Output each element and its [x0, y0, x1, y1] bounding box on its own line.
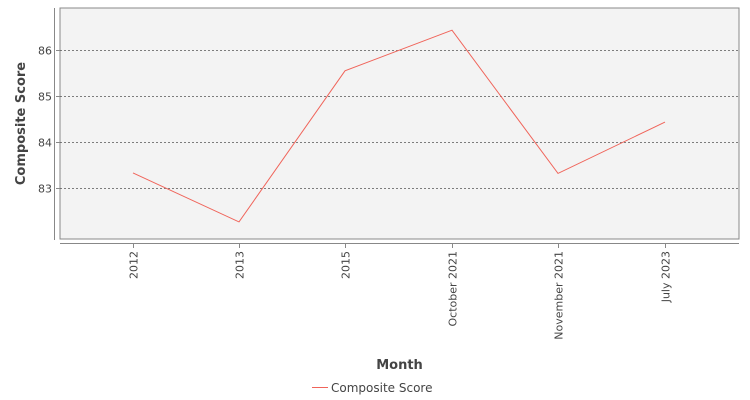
y-axis-title: Composite Score — [14, 62, 29, 185]
series-line — [132, 29, 666, 223]
x-tick-label: October 2021 — [447, 251, 460, 327]
plot-area — [59, 7, 740, 240]
x-axis: 2012 2013 2015 October 2021 November 2021 Jul… — [60, 243, 739, 340]
gridlines — [60, 50, 739, 189]
y-tick-label: 85 — [38, 91, 52, 104]
y-tick-label: 86 — [38, 45, 52, 58]
legend-label: Composite Score — [331, 381, 432, 395]
x-tick-label: 2012 — [128, 251, 141, 279]
x-tick-label: 2013 — [234, 251, 247, 279]
x-tick-label: 2015 — [340, 251, 353, 279]
y-axis: 83 84 85 86 — [38, 8, 60, 240]
x-tick-label: July 2023 — [660, 251, 673, 303]
series-layer — [132, 29, 666, 223]
y-tick-label: 83 — [38, 183, 52, 196]
y-tick-label: 84 — [38, 137, 52, 150]
x-axis-title: Month — [376, 358, 423, 373]
legend: Composite Score — [312, 381, 432, 395]
x-tick-label: November 2021 — [553, 251, 566, 340]
